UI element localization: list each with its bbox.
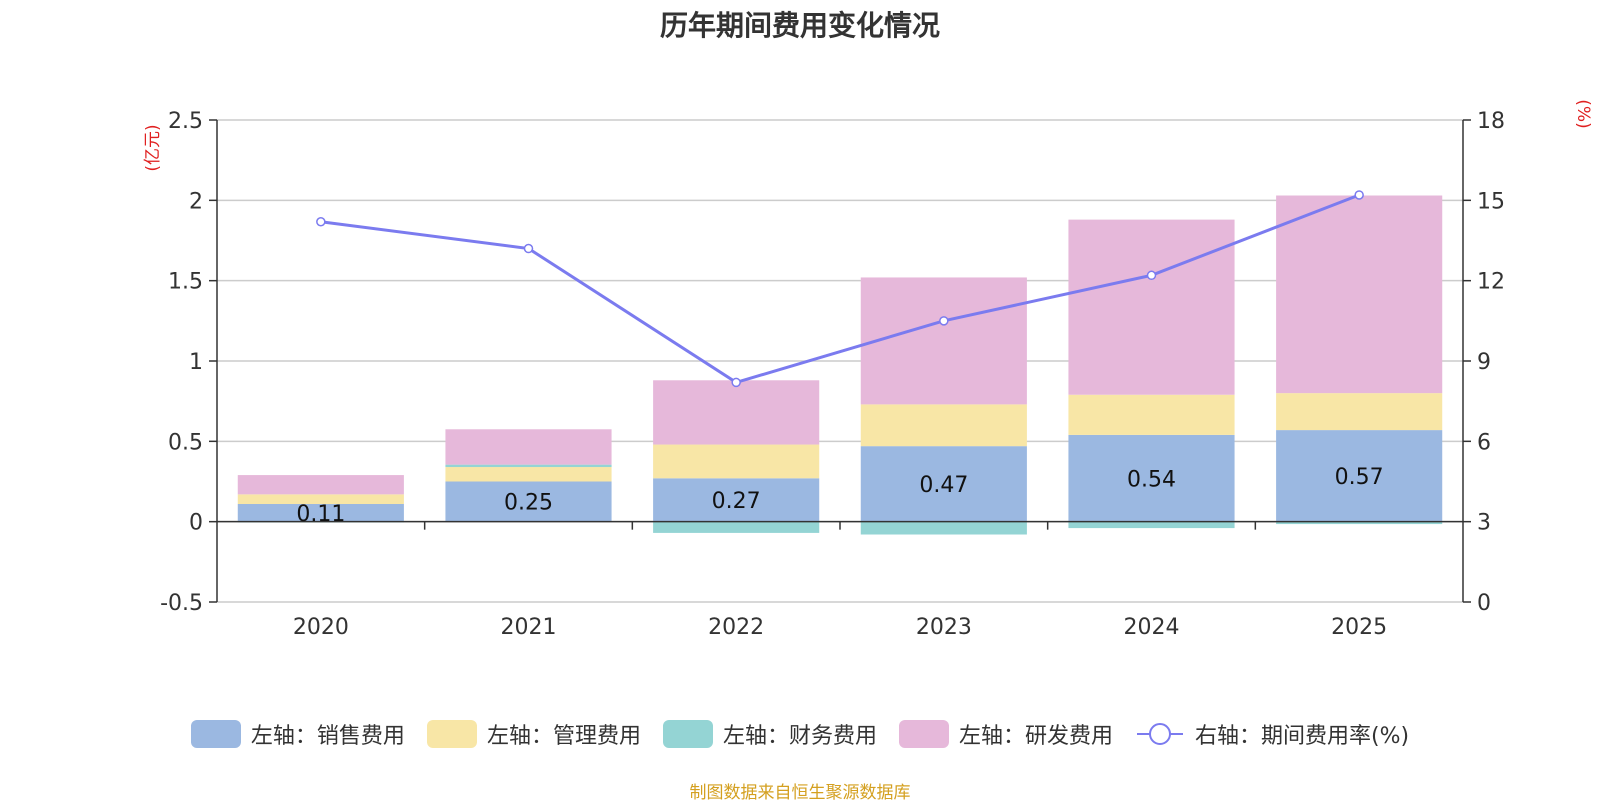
legend-swatch-sales xyxy=(190,720,241,748)
legend-label-sales: 左轴：销售费用 xyxy=(250,724,405,749)
bar-segment xyxy=(860,404,1027,447)
data-label-sales: 0.11 xyxy=(296,502,345,527)
data-label-sales: 0.57 xyxy=(1335,465,1384,490)
legend-label-rnd: 左轴：研发费用 xyxy=(958,724,1113,749)
legend-label-finance: 左轴：财务费用 xyxy=(722,724,877,749)
left-tick-label: 0 xyxy=(189,511,203,536)
expense-rate-point xyxy=(316,217,326,227)
category-label: 2021 xyxy=(501,615,557,640)
category-label: 2022 xyxy=(708,615,764,640)
category-label: 2025 xyxy=(1331,615,1387,640)
category-label: 2024 xyxy=(1124,615,1180,640)
category-label: 2023 xyxy=(916,615,972,640)
left-tick-label: 2 xyxy=(189,189,203,214)
right-tick-label: 9 xyxy=(1477,350,1491,375)
bar-segment xyxy=(445,429,612,465)
right-tick-label: 15 xyxy=(1477,189,1505,214)
bar-segment xyxy=(1276,195,1443,394)
expense-rate-point xyxy=(731,377,741,388)
left-tick-label: 0.5 xyxy=(168,430,203,455)
expense-rate-point xyxy=(523,243,534,254)
bar-segment xyxy=(1068,434,1235,522)
right-tick-label: 3 xyxy=(1477,511,1491,536)
legend-swatch-rnd xyxy=(898,720,949,748)
bar-segment xyxy=(445,467,612,482)
bar-segment xyxy=(1068,219,1235,395)
bar-segment xyxy=(653,478,820,522)
legend-label-admin: 左轴：管理费用 xyxy=(486,724,641,749)
expense-rate-line xyxy=(320,193,1360,385)
bar-segment xyxy=(653,380,820,445)
source-note: 制图数据来自恒生聚源数据库 xyxy=(689,783,911,803)
bar-segment xyxy=(860,521,1027,535)
right-tick-label: 6 xyxy=(1477,430,1491,455)
bar-segment xyxy=(1068,394,1235,435)
right-tick-label: 12 xyxy=(1477,270,1505,295)
data-label-sales: 0.25 xyxy=(504,491,553,516)
bar-segment xyxy=(1276,393,1443,431)
legend-label-expense-rate: 右轴：期间费用率(%) xyxy=(1194,724,1410,749)
bar-segment xyxy=(1276,430,1443,522)
bar-segment xyxy=(1068,521,1235,529)
bar-segment xyxy=(860,446,1027,522)
legend-item-admin[interactable]: 左轴：管理费用 xyxy=(426,718,641,750)
legend-line-marker-icon xyxy=(1136,723,1183,745)
category-label: 2020 xyxy=(293,615,349,640)
right-axis-unit: (%) xyxy=(1573,99,1593,128)
data-label-sales: 0.54 xyxy=(1127,467,1176,492)
right-tick-label: 18 xyxy=(1477,109,1505,134)
bar-segment xyxy=(445,481,612,522)
bar-segment xyxy=(1276,521,1443,525)
bar-segment xyxy=(237,475,404,495)
bar-segment xyxy=(653,444,820,479)
right-tick-label: 0 xyxy=(1477,591,1491,616)
left-tick-label: 2.5 xyxy=(168,109,203,134)
bar-segment xyxy=(237,503,404,522)
left-axis-unit: (亿元) xyxy=(143,124,163,171)
legend-item-finance[interactable]: 左轴：财务费用 xyxy=(662,718,877,750)
expense-rate-point xyxy=(1354,190,1364,200)
bar-segment xyxy=(445,464,612,468)
left-tick-label: 1.5 xyxy=(168,270,203,295)
legend-item-rnd[interactable]: 左轴：研发费用 xyxy=(898,718,1113,750)
expense-rate-point xyxy=(1146,270,1157,281)
left-tick-label: 1 xyxy=(189,350,203,375)
legend-item-expense-rate[interactable]: 右轴：期间费用率(%) xyxy=(1135,718,1409,750)
bar-segment xyxy=(653,521,820,533)
legend-swatch-admin xyxy=(426,720,477,748)
bar-segment xyxy=(860,277,1027,405)
bar-segment xyxy=(237,494,404,504)
chart-title: 历年期间费用变化情况 xyxy=(659,9,940,42)
legend-swatch-finance xyxy=(662,720,713,748)
legend: 左轴：销售费用 左轴：管理费用 左轴：财务费用 左轴：研发费用 右轴：期间费用率… xyxy=(0,718,1600,750)
expense-rate-point xyxy=(939,316,949,326)
legend-item-sales[interactable]: 左轴：销售费用 xyxy=(190,718,405,750)
data-label-sales: 0.27 xyxy=(712,489,761,514)
left-tick-label: -0.5 xyxy=(160,591,203,616)
data-label-sales: 0.47 xyxy=(919,473,968,498)
